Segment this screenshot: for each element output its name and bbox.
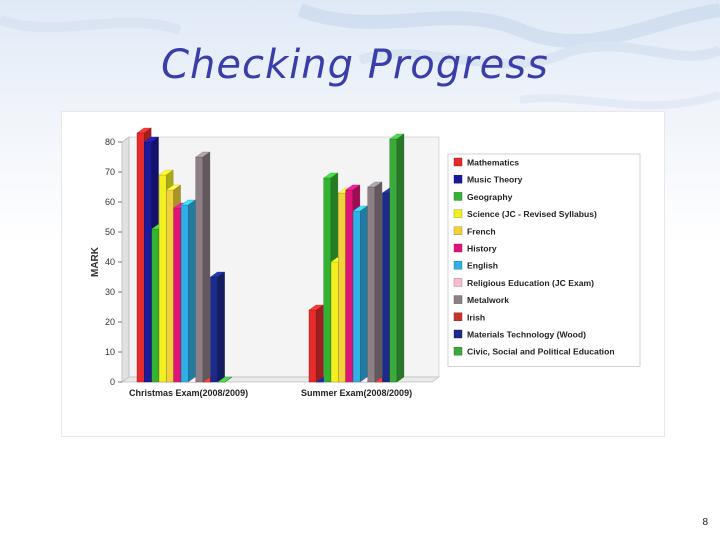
y-axis-wall (121, 136, 130, 383)
bar-side (360, 205, 368, 383)
legend-entry: Metalwork (467, 295, 509, 305)
legend-swatch (453, 209, 463, 218)
legend-entry: History (467, 244, 497, 254)
bar (308, 309, 317, 383)
legend-entry: Geography (467, 192, 513, 202)
bar (158, 174, 167, 383)
x-category-label: Christmas Exam(2008/2009) (129, 388, 248, 398)
y-tick-label: 60 (105, 197, 115, 207)
legend-entry: English (467, 261, 498, 271)
page-number: 8 (702, 517, 708, 528)
slide-title: Checking Progress (161, 42, 549, 88)
bar (180, 204, 189, 383)
chart-container: 0 10 20 30 40 50 60 70 80 MARK Christmas Exam(2008… (62, 112, 664, 436)
bar-side (202, 151, 211, 383)
legend-swatch (453, 243, 463, 253)
legend-entry: Materials Technology (Wood) (467, 330, 586, 340)
legend-swatch (453, 192, 463, 201)
y-axis-label: MARK (90, 246, 101, 277)
bar (151, 228, 160, 383)
legend-swatch (453, 295, 463, 304)
legend-entry: French (467, 226, 496, 236)
bar (338, 192, 346, 383)
legend-swatch (453, 346, 463, 356)
y-tick-label: 40 (105, 257, 115, 267)
legend-swatch (453, 312, 463, 322)
bar-side (217, 271, 225, 383)
legend-swatch (453, 278, 463, 287)
bar (173, 207, 182, 383)
x-category-label: Summer Exam(2008/2009) (301, 388, 412, 398)
bar-chart: 0 10 20 30 40 50 60 70 80 MARK Christmas Exam(2008… (90, 127, 641, 398)
legend-entry: Music Theory (467, 175, 523, 185)
background-swirl (0, 3, 720, 110)
y-tick-label: 80 (105, 137, 115, 147)
bar (352, 210, 361, 383)
bar (136, 132, 145, 383)
bar (330, 261, 339, 383)
bar-side (316, 304, 324, 383)
legend-swatch (453, 157, 463, 167)
y-tick-label: 30 (105, 287, 115, 297)
y-tick-label: 70 (105, 167, 115, 177)
bar (389, 138, 398, 383)
bar-side (224, 376, 233, 383)
bar (144, 141, 152, 383)
legend-box (447, 153, 641, 367)
bar (195, 156, 204, 383)
bar (210, 276, 218, 383)
bar (367, 186, 376, 383)
legend-entry: Science (JC - Revised Syllabus) (467, 209, 597, 219)
legend-entry: Mathematics (467, 158, 519, 168)
y-tick-label: 10 (105, 347, 115, 357)
legend-swatch (453, 226, 463, 236)
legend-swatch (453, 175, 463, 184)
bar (323, 177, 332, 383)
bar-side (396, 133, 405, 383)
legend-entry: Civic, Social and Political Education (467, 347, 615, 357)
bar (345, 189, 354, 383)
bar-side (188, 199, 196, 383)
y-tick-label: 50 (105, 227, 115, 237)
legend-entry: Irish (467, 312, 485, 322)
bar-side (374, 181, 383, 383)
legend-swatch (453, 329, 463, 339)
legend-swatch (453, 260, 463, 270)
bar (382, 192, 390, 383)
y-tick-label: 20 (105, 317, 115, 327)
bar (166, 189, 174, 383)
legend-entry: Religious Education (JC Exam) (467, 278, 594, 288)
y-tick-label: 0 (110, 377, 115, 387)
